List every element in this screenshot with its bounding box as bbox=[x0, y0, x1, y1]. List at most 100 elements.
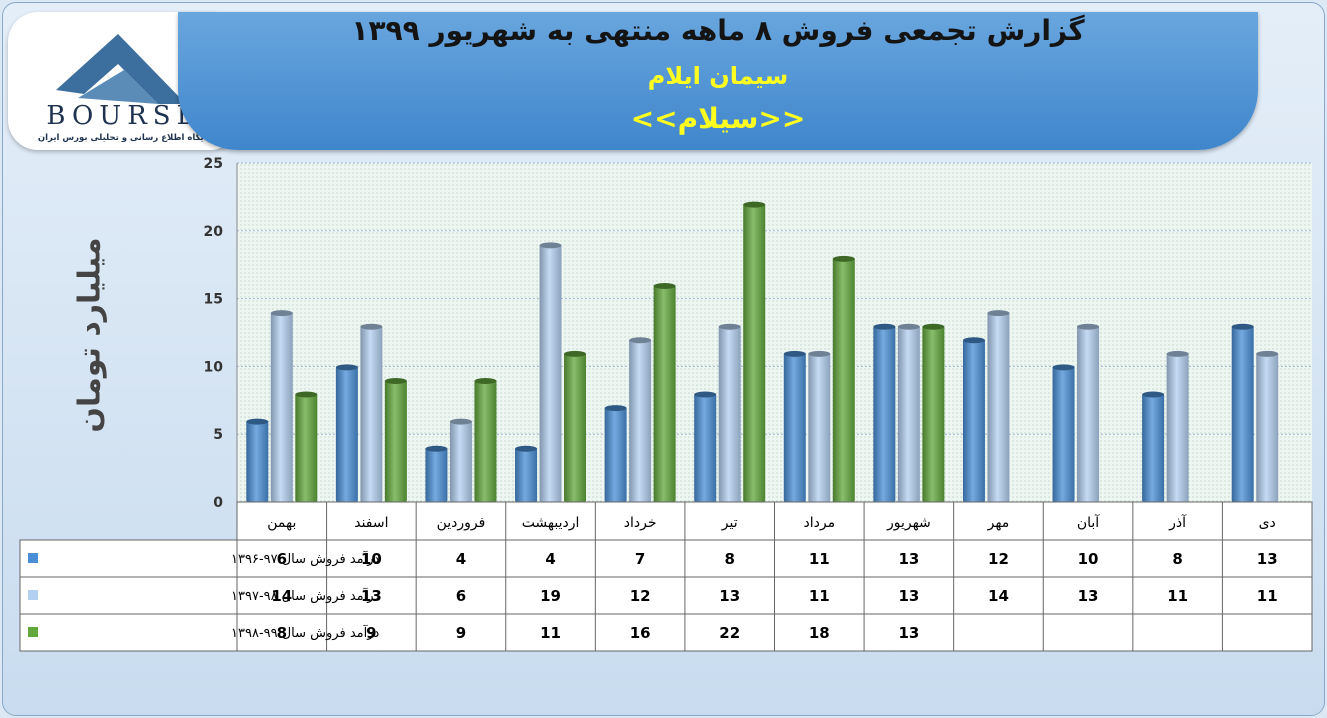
legend-label-1: درآمد فروش سال ۹۷-۱۳۹۶ bbox=[231, 550, 380, 567]
chart-title: گزارش تجمعی فروش ۸ ماهه منتهی به شهریور … bbox=[351, 14, 1085, 47]
category-label: اسفند bbox=[354, 515, 388, 531]
bar-2 bbox=[718, 325, 741, 502]
bar-1 bbox=[1052, 366, 1075, 502]
category-label: اردیبهشت bbox=[522, 515, 580, 531]
category-label: تیر bbox=[721, 515, 738, 531]
bar-3 bbox=[295, 393, 318, 502]
bar-cap-1 bbox=[515, 445, 538, 452]
bar-cap-1 bbox=[1052, 364, 1075, 371]
data-cell: 6 bbox=[456, 587, 466, 605]
bar-3 bbox=[384, 379, 407, 502]
category-label: آبان bbox=[1077, 514, 1100, 531]
logo-brand: BOURSE bbox=[46, 101, 201, 131]
data-cell: 8 bbox=[1172, 550, 1182, 568]
bar-1 bbox=[783, 352, 806, 502]
bar-cap-3 bbox=[384, 377, 407, 384]
data-cell: 9 bbox=[456, 624, 466, 642]
data-cell: 13 bbox=[898, 587, 919, 605]
bar-cap-1 bbox=[246, 418, 269, 425]
category-label: آذر bbox=[1168, 514, 1187, 531]
data-cell: 22 bbox=[719, 624, 740, 642]
bar-2 bbox=[897, 325, 920, 502]
bar-cap-3 bbox=[295, 391, 318, 398]
y-tick-label: 10 bbox=[204, 359, 224, 375]
legend-key-2 bbox=[28, 590, 38, 600]
bar-1 bbox=[1142, 393, 1165, 502]
bar-cap-3 bbox=[564, 350, 587, 357]
legend-key-3 bbox=[28, 627, 38, 637]
legend-label-3: درآمد فروش سال ۹۹-۱۳۹۸ bbox=[231, 624, 380, 641]
bar-cap-2 bbox=[539, 242, 562, 249]
y-tick-label: 20 bbox=[204, 224, 224, 240]
bar-cap-2 bbox=[1166, 350, 1189, 357]
bar-2 bbox=[808, 352, 831, 502]
bar-1 bbox=[873, 325, 896, 502]
y-tick-label: 5 bbox=[213, 427, 223, 443]
bar-3 bbox=[564, 352, 587, 502]
bar-1 bbox=[1231, 325, 1254, 502]
legend-key-1 bbox=[28, 553, 38, 563]
y-tick-label: 15 bbox=[204, 292, 223, 308]
category-label: بهمن bbox=[267, 515, 296, 531]
bar-cap-1 bbox=[604, 405, 627, 412]
bar-2 bbox=[1256, 352, 1279, 502]
category-label: مهر bbox=[987, 515, 1010, 531]
data-cell: 12 bbox=[630, 587, 651, 605]
data-cell: 11 bbox=[809, 550, 830, 568]
bar-1 bbox=[425, 447, 448, 502]
bar-cap-2 bbox=[270, 310, 293, 317]
bar-2 bbox=[1077, 325, 1100, 502]
bar-cap-2 bbox=[629, 337, 652, 344]
data-cell: 11 bbox=[1167, 587, 1188, 605]
bar-cap-2 bbox=[360, 323, 383, 330]
company-symbol: <<سیلام>> bbox=[630, 102, 806, 135]
data-cell: 10 bbox=[361, 550, 382, 568]
bar-cap-2 bbox=[808, 350, 831, 357]
bar-cap-3 bbox=[653, 283, 676, 290]
data-cell: 13 bbox=[898, 624, 919, 642]
bar-cap-2 bbox=[1077, 323, 1100, 330]
data-cell: 13 bbox=[898, 550, 919, 568]
bar-cap-1 bbox=[1142, 391, 1165, 398]
bar-2 bbox=[449, 420, 472, 502]
bar-cap-3 bbox=[474, 377, 497, 384]
data-table bbox=[19, 539, 1313, 652]
bar-cap-1 bbox=[873, 323, 896, 330]
data-cell: 9 bbox=[366, 624, 376, 642]
bar-3 bbox=[922, 325, 945, 502]
data-cell: 16 bbox=[630, 624, 651, 642]
bar-cap-1 bbox=[694, 391, 717, 398]
bar-1 bbox=[335, 366, 358, 502]
bar-cap-1 bbox=[1231, 323, 1254, 330]
bar-2 bbox=[270, 312, 293, 502]
bar-cap-3 bbox=[743, 201, 766, 208]
bar-cap-3 bbox=[832, 255, 855, 262]
category-label: خرداد bbox=[624, 515, 657, 531]
bar-cap-2 bbox=[897, 323, 920, 330]
bar-1 bbox=[515, 447, 538, 502]
category-label: فروردین bbox=[437, 515, 486, 531]
logo-tagline: پایگاه اطلاع رسانی و تحلیلی بورس ایران bbox=[38, 132, 210, 143]
data-cell: 13 bbox=[361, 587, 382, 605]
data-cell: 14 bbox=[271, 587, 292, 605]
bar-1 bbox=[694, 393, 717, 502]
data-cell: 13 bbox=[1078, 587, 1099, 605]
data-cell: 11 bbox=[540, 624, 561, 642]
bar-cap-2 bbox=[1256, 350, 1279, 357]
bar-cap-1 bbox=[335, 364, 358, 371]
data-cell: 4 bbox=[456, 550, 466, 568]
bar-cap-2 bbox=[718, 323, 741, 330]
bar-cap-3 bbox=[922, 323, 945, 330]
category-label: شهریور bbox=[886, 515, 931, 531]
bar-cap-1 bbox=[425, 445, 448, 452]
bar-2 bbox=[987, 312, 1010, 502]
data-cell: 8 bbox=[724, 550, 734, 568]
bar-cap-1 bbox=[783, 350, 806, 357]
bar-2 bbox=[539, 244, 562, 503]
data-cell: 14 bbox=[988, 587, 1009, 605]
data-cell: 19 bbox=[540, 587, 561, 605]
category-label: مرداد bbox=[803, 515, 835, 531]
title-banner bbox=[178, 12, 1258, 150]
data-cell: 6 bbox=[277, 550, 287, 568]
